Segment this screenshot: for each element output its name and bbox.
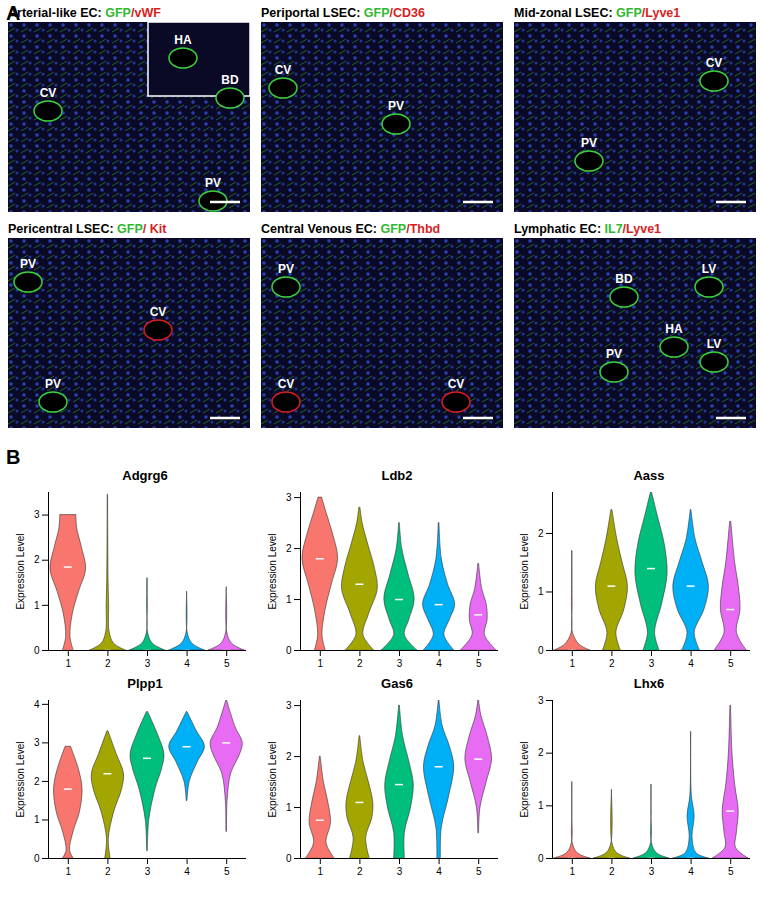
svg-text:2: 2 — [538, 528, 544, 539]
svg-text:3: 3 — [145, 658, 151, 669]
svg-text:0: 0 — [538, 645, 544, 656]
svg-text:1: 1 — [66, 658, 72, 669]
svg-text:BD: BD — [615, 272, 633, 286]
svg-text:3: 3 — [34, 737, 40, 748]
svg-text:Expression Level: Expression Level — [519, 533, 530, 609]
svg-text:BD: BD — [221, 73, 239, 87]
svg-text:CV: CV — [40, 86, 57, 100]
svg-text:CV: CV — [275, 63, 292, 77]
svg-text:1: 1 — [570, 866, 576, 877]
svg-text:Expression Level: Expression Level — [267, 533, 278, 609]
svg-text:2: 2 — [357, 866, 363, 877]
svg-text:3: 3 — [286, 492, 292, 503]
svg-text:0: 0 — [286, 853, 292, 864]
svg-text:1: 1 — [538, 586, 544, 597]
svg-text:2: 2 — [34, 776, 40, 787]
svg-text:0: 0 — [538, 853, 544, 864]
svg-text:3: 3 — [34, 509, 40, 520]
svg-text:1: 1 — [34, 814, 40, 825]
svg-text:0: 0 — [34, 645, 40, 656]
svg-text:2: 2 — [357, 658, 363, 669]
svg-text:3: 3 — [397, 658, 403, 669]
svg-text:0: 0 — [34, 853, 40, 864]
svg-text:5: 5 — [224, 866, 230, 877]
html-text:A: A — [6, 2, 21, 24]
svg-text:3: 3 — [649, 658, 655, 669]
svg-text:1: 1 — [286, 802, 292, 813]
svg-text:CV: CV — [448, 377, 465, 391]
html-text:Periportal LSEC: GFP /CD36: Periportal LSEC: GFP /CD36 — [261, 6, 425, 20]
svg-text:5: 5 — [476, 866, 482, 877]
svg-text:PV: PV — [581, 136, 597, 150]
svg-text:4: 4 — [184, 866, 190, 877]
svg-text:CV: CV — [150, 305, 167, 319]
svg-text:LV: LV — [707, 337, 721, 351]
html-text:Lhx6: Lhx6 — [633, 676, 665, 691]
svg-text:4: 4 — [34, 699, 40, 710]
html-text:Central Venous EC: GFP /Thbd: Central Venous EC: GFP /Thbd — [261, 222, 441, 236]
html-text:Ldb2: Ldb2 — [381, 468, 413, 483]
svg-text:1: 1 — [570, 658, 576, 669]
svg-text:4: 4 — [688, 658, 694, 669]
svg-text:Expression Level: Expression Level — [519, 741, 530, 817]
svg-text:LV: LV — [702, 262, 716, 276]
svg-text:3: 3 — [397, 866, 403, 877]
html-text:Pericentral LSEC: GFP / Kit: Pericentral LSEC: GFP / Kit — [8, 222, 167, 236]
svg-text:5: 5 — [224, 658, 230, 669]
svg-text:PV: PV — [45, 377, 61, 391]
svg-text:PV: PV — [388, 99, 404, 113]
svg-text:2: 2 — [286, 751, 292, 762]
svg-text:1: 1 — [538, 800, 544, 811]
svg-text:4: 4 — [436, 866, 442, 877]
svg-text:3: 3 — [538, 695, 544, 706]
svg-text:2: 2 — [609, 866, 615, 877]
svg-text:PV: PV — [20, 257, 36, 271]
svg-text:PV: PV — [278, 262, 294, 276]
svg-text:2: 2 — [286, 543, 292, 554]
html-text:B: B — [6, 446, 21, 468]
svg-text:Expression Level: Expression Level — [267, 741, 278, 817]
svg-text:Expression Level: Expression Level — [15, 741, 26, 817]
html-text:Aass: Aass — [633, 468, 665, 483]
svg-text:1: 1 — [66, 866, 72, 877]
svg-text:HA: HA — [174, 33, 192, 47]
svg-text:4: 4 — [184, 658, 190, 669]
svg-text:3: 3 — [286, 700, 292, 711]
svg-text:PV: PV — [205, 176, 221, 190]
html-text:Mid-zonal LSEC: GFP /Lyve1: Mid-zonal LSEC: GFP /Lyve1 — [514, 6, 681, 20]
html-text:Arterial-like EC: GFP /vWF: Arterial-like EC: GFP /vWF — [8, 6, 161, 20]
html-text:Gas6: Gas6 — [381, 676, 413, 691]
svg-text:2: 2 — [105, 658, 111, 669]
svg-text:5: 5 — [728, 658, 734, 669]
svg-text:2: 2 — [105, 866, 111, 877]
html-text:Adgrg6: Adgrg6 — [122, 468, 168, 483]
svg-text:5: 5 — [476, 658, 482, 669]
svg-text:1: 1 — [286, 594, 292, 605]
svg-text:CV: CV — [706, 56, 723, 70]
svg-text:1: 1 — [318, 658, 324, 669]
svg-text:2: 2 — [34, 554, 40, 565]
html-text:Lymphatic EC: IL7 /Lyve1: Lymphatic EC: IL7 /Lyve1 — [514, 222, 661, 236]
svg-text:0: 0 — [286, 645, 292, 656]
svg-text:2: 2 — [538, 747, 544, 758]
svg-text:1: 1 — [34, 600, 40, 611]
svg-text:HA: HA — [665, 322, 683, 336]
svg-text:PV: PV — [606, 347, 622, 361]
html-text:Plpp1: Plpp1 — [127, 676, 163, 691]
svg-text:CV: CV — [278, 377, 295, 391]
svg-text:3: 3 — [145, 866, 151, 877]
svg-text:2: 2 — [609, 658, 615, 669]
svg-text:1: 1 — [318, 866, 324, 877]
svg-text:Expression Level: Expression Level — [15, 533, 26, 609]
svg-text:4: 4 — [436, 658, 442, 669]
svg-text:5: 5 — [728, 866, 734, 877]
svg-text:3: 3 — [649, 866, 655, 877]
svg-text:4: 4 — [688, 866, 694, 877]
